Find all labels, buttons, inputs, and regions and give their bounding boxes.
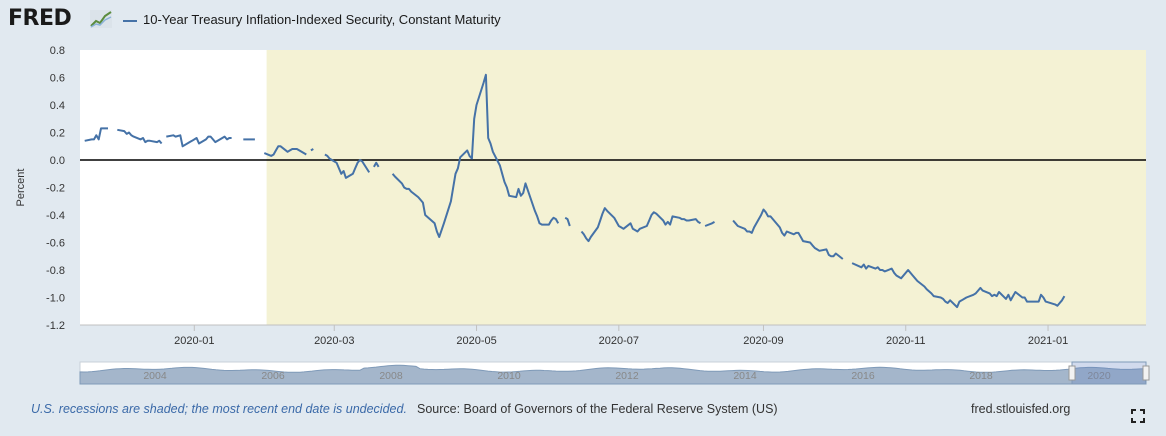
- series-line: [310, 148, 314, 152]
- navigator-year-label: 2014: [733, 370, 757, 382]
- x-axis: 2020-01 2020-03 2020-05 2020-07 2020-09 2020-…: [80, 324, 1146, 347]
- y-tick-label: -0.2: [46, 183, 65, 195]
- legend-label: 10-Year Treasury Inflation-Indexed Secur…: [143, 12, 501, 27]
- series-line: [704, 221, 716, 227]
- chart-area[interactable]: 0.8 0.6 0.4 0.2 0.0 -0.2 -0.4 -0.6 -0.8 -1.0 -1.2 P…: [0, 0, 1166, 400]
- series-line: [564, 216, 571, 227]
- y-tick-label: -0.6: [46, 238, 65, 250]
- navigator-year-label: 2008: [379, 370, 403, 382]
- navigator-range-selector: [1071, 361, 1147, 385]
- y-axis-label: Percent: [15, 169, 27, 207]
- x-tick-label: 2020-09: [743, 335, 783, 347]
- y-tick-label: -0.4: [46, 210, 65, 222]
- line-chart-icon: [90, 10, 112, 33]
- navigator-year-label: 2010: [497, 370, 521, 382]
- series-line: [84, 127, 108, 142]
- series-line: [324, 153, 371, 179]
- series-line: [373, 161, 380, 168]
- series-line: [580, 207, 702, 243]
- navigator-year-label: 2012: [615, 370, 639, 382]
- navigator-year-label: 2004: [143, 370, 167, 382]
- y-tick-label: -1.2: [46, 320, 65, 332]
- navigator-year-label: 2018: [969, 370, 993, 382]
- navigator-area: [79, 364, 1147, 385]
- recession-shading: [266, 50, 1147, 325]
- series-group: [80, 73, 1146, 309]
- fred-logo[interactable]: FRED: [8, 6, 72, 31]
- y-tick-label: 0.0: [50, 155, 65, 167]
- navigator-year-label: 2020: [1087, 370, 1111, 382]
- legend-swatch: [123, 19, 137, 22]
- series-line: [166, 134, 232, 148]
- navigator-handle[interactable]: [1142, 365, 1150, 381]
- x-tick-label: 2020-03: [314, 335, 354, 347]
- site-link[interactable]: fred.stlouisfed.org: [971, 402, 1071, 416]
- y-tick-label: 0.2: [50, 128, 65, 140]
- recession-note: U.S. recessions are shaded; the most rec…: [31, 402, 407, 416]
- y-tick-label: 0.6: [50, 73, 65, 85]
- y-tick-label: 0.8: [50, 45, 65, 57]
- series-line: [732, 208, 844, 260]
- series-line: [263, 145, 307, 157]
- x-tick-label: 2020-05: [456, 335, 496, 347]
- plot-area: [80, 50, 1147, 325]
- x-tick-label: 2021-01: [1028, 335, 1068, 347]
- y-axis: 0.8 0.6 0.4 0.2 0.0 -0.2 -0.4 -0.6 -0.8 -1.0 -1.2 P…: [15, 45, 65, 332]
- x-tick-label: 2020-01: [174, 335, 214, 347]
- chart-header: FRED 10-Year Treasury Inflation-Indexed …: [0, 0, 1166, 40]
- chart-legend[interactable]: 10-Year Treasury Inflation-Indexed Secur…: [123, 12, 501, 27]
- navigator[interactable]: 2004 2006 2008 2010 2012 2014 2016 2018 2020: [79, 361, 1150, 385]
- x-tick-label: 2020-11: [886, 335, 926, 347]
- series-line: [851, 262, 1066, 309]
- y-tick-label: -0.8: [46, 265, 65, 277]
- navigator-year-label: 2006: [261, 370, 285, 382]
- fullscreen-icon[interactable]: [1131, 409, 1145, 423]
- navigator-year-label: 2016: [851, 370, 875, 382]
- navigator-handle[interactable]: [1068, 365, 1076, 381]
- y-tick-label: 0.4: [50, 100, 65, 112]
- source-note: Source: Board of Governors of the Federa…: [417, 402, 778, 416]
- series-line: [391, 73, 560, 238]
- x-tick-label: 2020-07: [599, 335, 639, 347]
- series-line: [117, 128, 163, 145]
- y-tick-label: -1.0: [46, 293, 65, 305]
